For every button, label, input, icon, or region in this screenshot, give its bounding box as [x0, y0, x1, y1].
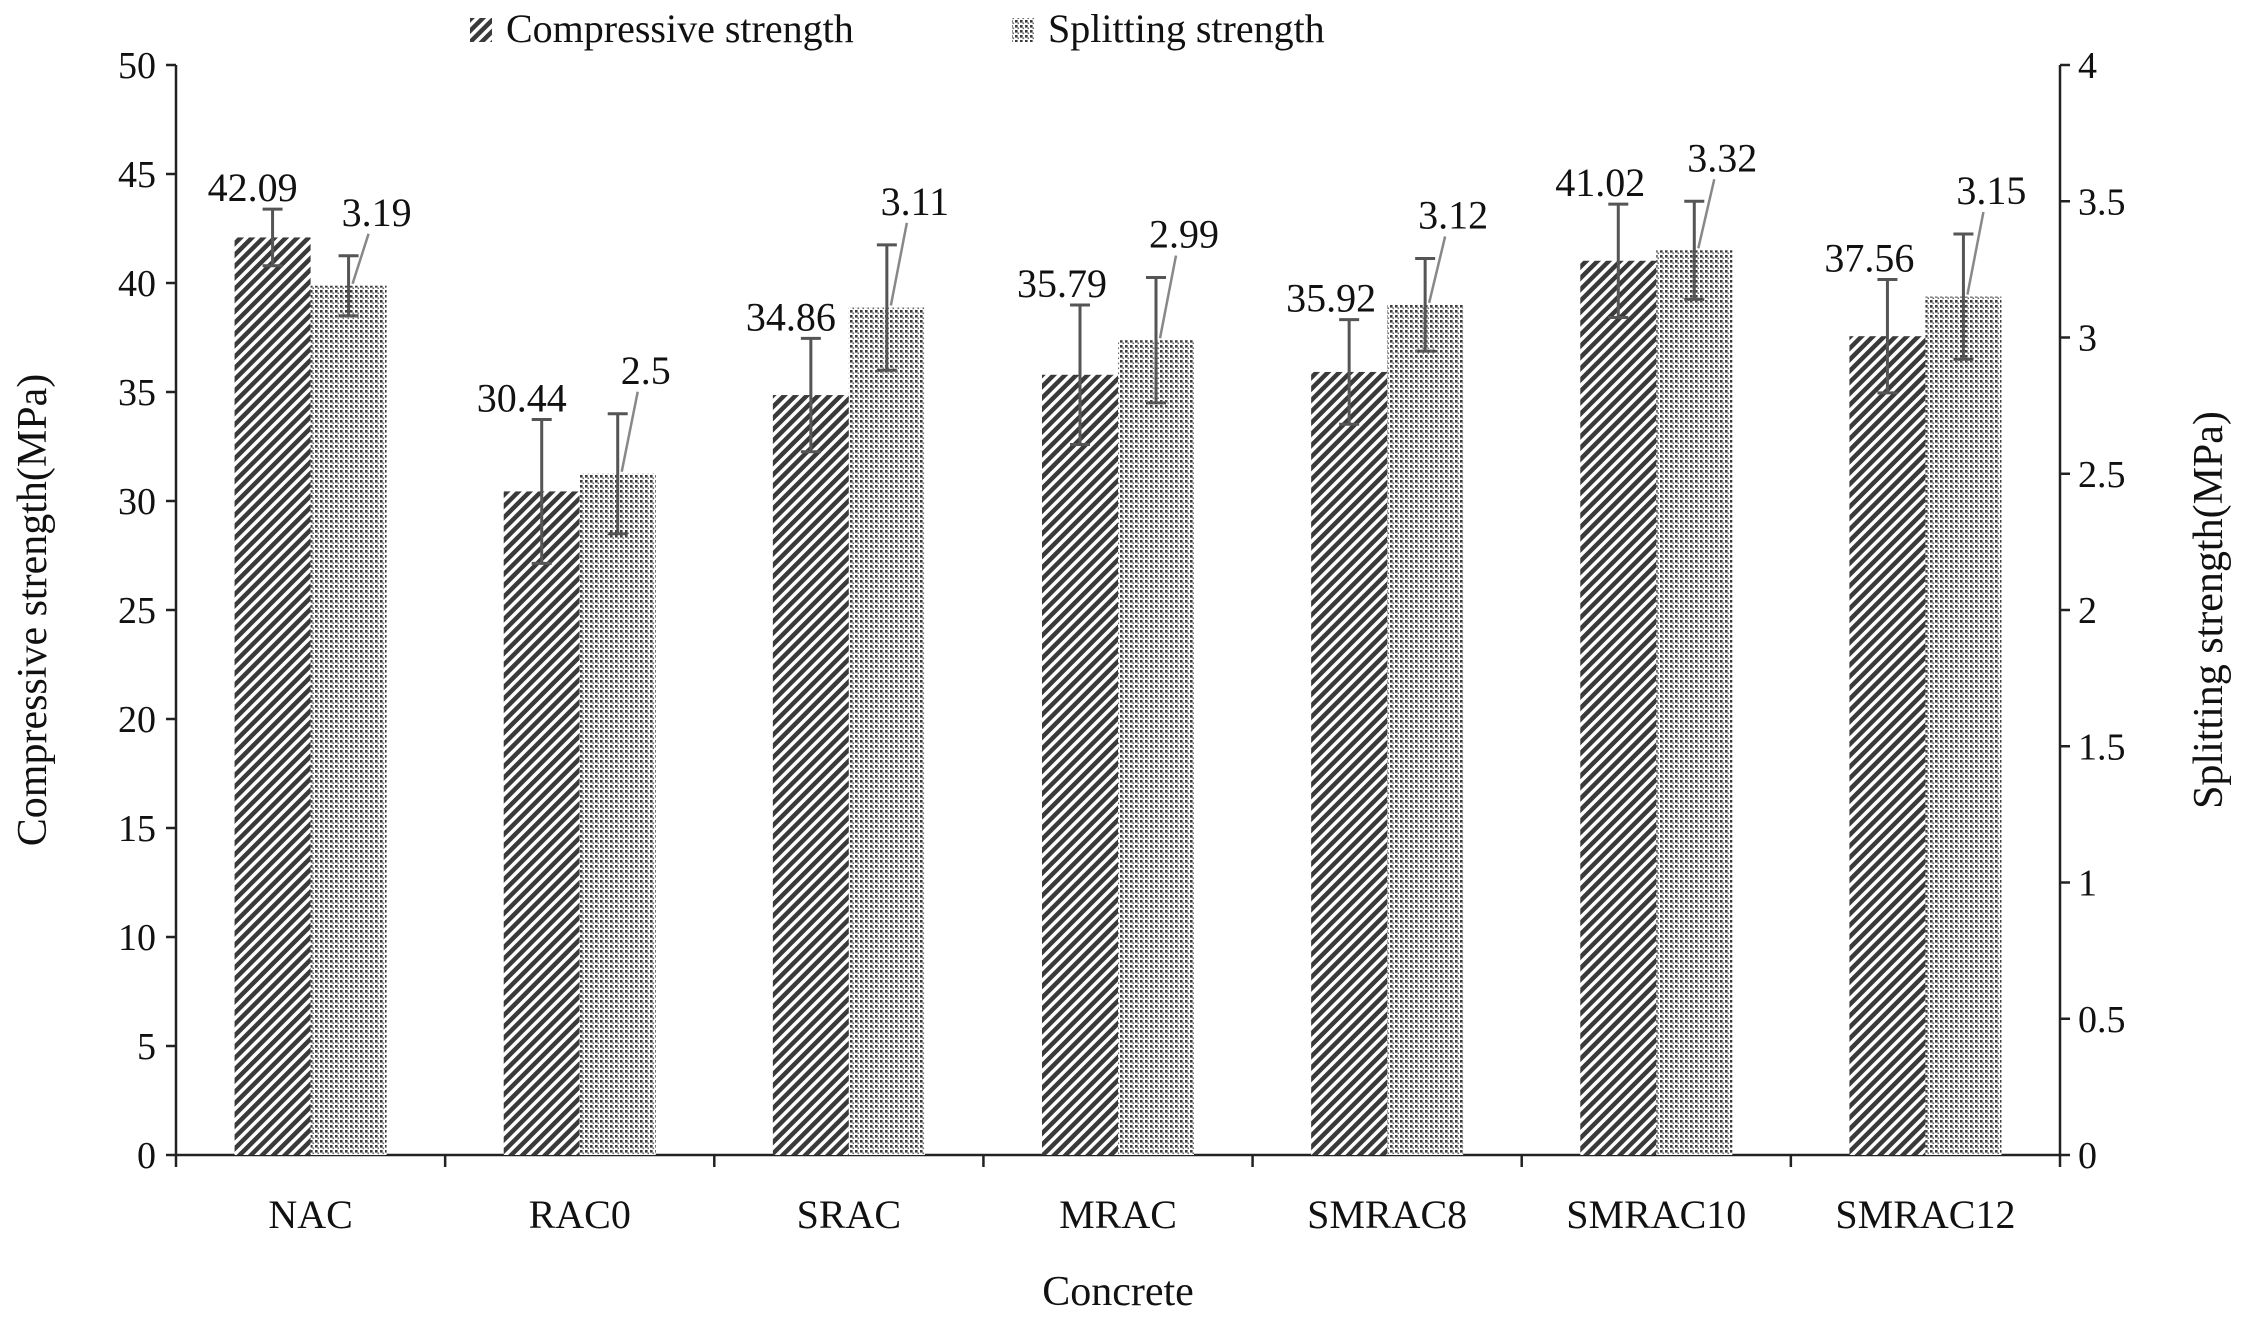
data-label-leader	[1697, 178, 1716, 249]
y2-tick-label: 2.5	[2078, 454, 2126, 496]
bar-splitting	[1118, 340, 1194, 1156]
x-tick-label: SMRAC12	[1835, 1192, 2015, 1237]
bar-splitting	[1656, 250, 1733, 1156]
bar-splitting	[848, 307, 925, 1155]
bar-splitting	[579, 473, 656, 1155]
y2-tick-label: 0	[2078, 1135, 2097, 1177]
bar-compressive	[772, 395, 849, 1155]
bars-layer	[234, 199, 2002, 1156]
legend-swatch-splitting	[1012, 18, 1034, 42]
legend: Compressive strength Splitting strength	[470, 6, 1325, 51]
data-label-compressive: 37.56	[1824, 236, 1914, 281]
y2-tick-label: 2	[2078, 590, 2097, 632]
y-tick-label: 0	[137, 1135, 156, 1177]
bar-compressive	[1311, 371, 1388, 1156]
data-labels-layer: 42.09 3.19 30.44 2.5 34.86 3.11 35.79 2.99 35.92…	[208, 135, 2026, 472]
data-label-splitting: 3.15	[1956, 168, 2026, 213]
y-tick-label: 20	[118, 699, 156, 741]
right-axis-ticks: 0 0.5 1 1.5 2 2.5 3 3.5 4	[2060, 45, 2126, 1177]
y-tick-label: 15	[118, 808, 156, 850]
data-label-compressive: 35.79	[1017, 261, 1107, 306]
data-label-splitting: 2.5	[621, 348, 671, 393]
y2-tick-label: 4	[2078, 45, 2097, 87]
x-axis-title: Concrete	[1042, 1269, 1194, 1315]
data-label-splitting: 3.11	[881, 179, 950, 224]
y-tick-label: 50	[118, 45, 156, 87]
y2-tick-label: 0.5	[2078, 999, 2126, 1041]
x-tick-label: SMRAC10	[1566, 1192, 1746, 1237]
y-tick-label: 5	[137, 1026, 156, 1068]
y2-tick-label: 3	[2078, 318, 2097, 360]
data-label-compressive: 41.02	[1555, 160, 1645, 205]
y-tick-label: 25	[118, 590, 156, 632]
bar-splitting	[310, 285, 387, 1156]
bar-compressive	[234, 237, 311, 1156]
y2-tick-label: 3.5	[2078, 181, 2126, 223]
axes: 0 5 10 15 20 25 30 35 40 45 50 0 0.5 1 1.5 2 2.5 3 3.5 4 N…	[118, 45, 2126, 1237]
data-label-splitting: 3.32	[1687, 135, 1757, 180]
data-label-compressive: 42.09	[208, 165, 298, 210]
y-tick-label: 30	[118, 481, 156, 523]
y2-tick-label: 1.5	[2078, 726, 2126, 768]
bar-compressive	[1580, 260, 1657, 1155]
bar-splitting	[1387, 304, 1464, 1155]
y2-tick-label: 1	[2078, 863, 2097, 905]
data-label-leader	[351, 233, 370, 285]
data-label-splitting: 3.12	[1418, 192, 1488, 237]
legend-label-splitting: Splitting strength	[1048, 6, 1325, 51]
y2-axis-title: Splitting strength(MPa)	[2186, 411, 2232, 809]
legend-swatch-compressive	[470, 18, 492, 42]
y-tick-label: 45	[118, 154, 156, 196]
bar-compressive	[1042, 374, 1118, 1155]
data-label-compressive: 35.92	[1286, 276, 1376, 321]
x-tick-label: MRAC	[1059, 1192, 1177, 1237]
left-axis-ticks: 0 5 10 15 20 25 30 35 40 45 50	[118, 45, 176, 1177]
data-label-splitting: 3.19	[342, 190, 412, 235]
bar-splitting	[1925, 296, 2002, 1155]
data-label-leader	[620, 391, 639, 472]
data-label-leader	[1966, 211, 1985, 295]
data-label-leader	[889, 222, 909, 306]
y-tick-label: 35	[118, 372, 156, 414]
legend-label-compressive: Compressive strength	[506, 6, 854, 51]
x-tick-label: RAC0	[529, 1192, 631, 1237]
bar-compressive	[1849, 336, 1926, 1155]
data-label-leader	[1427, 236, 1447, 304]
x-tick-label: SRAC	[797, 1192, 902, 1237]
data-label-compressive: 34.86	[746, 294, 836, 339]
bar-compressive	[503, 491, 580, 1156]
y-tick-label: 10	[118, 917, 156, 959]
data-label-splitting: 2.99	[1149, 212, 1219, 257]
y-axis-title: Compressive strength(MPa)	[10, 374, 56, 846]
x-tick-label: NAC	[268, 1192, 352, 1237]
data-label-leader	[1158, 255, 1178, 339]
x-tick-label: SMRAC8	[1307, 1192, 1467, 1237]
x-axis-ticks: NAC RAC0 SRAC MRAC SMRAC8 SMRAC10 SMRAC12	[174, 1155, 2062, 1237]
data-label-compressive: 30.44	[477, 375, 567, 420]
y-tick-label: 40	[118, 263, 156, 305]
